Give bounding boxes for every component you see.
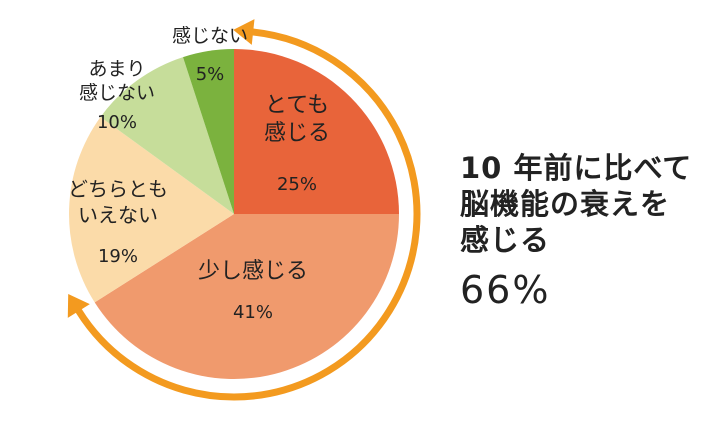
slice-value-label: 41% <box>233 302 273 323</box>
slice-label: 少し感じる <box>198 259 308 284</box>
callout-line-2: 脳機能の衰えを <box>460 187 671 221</box>
callout-value: 66% <box>460 268 551 312</box>
slice-label: 感じる <box>264 121 330 146</box>
slice-label: どちらとも <box>68 177 168 201</box>
arrow-head-top <box>233 19 255 45</box>
slice-value-label: 19% <box>98 246 138 267</box>
pie-slice <box>94 214 400 379</box>
pie-slice <box>183 49 234 214</box>
slice-value-label: 10% <box>97 112 137 133</box>
pie-slice <box>234 49 399 214</box>
pie-slice <box>100 57 234 214</box>
callout-line-1: 10 年前に比べて <box>460 151 693 185</box>
slice-label: あまり <box>88 58 145 80</box>
callout: 10 年前に比べて 脳機能の衰えを 感じる 66% <box>460 150 693 312</box>
arrow-head-bottom <box>67 294 90 318</box>
slice-value-label: 25% <box>277 174 317 195</box>
pie-slice <box>69 117 234 303</box>
slice-label: とても <box>265 93 329 118</box>
bracket-arrow <box>75 28 421 401</box>
slice-value-label: 5% <box>196 64 225 85</box>
slice-label: 感じない <box>79 82 155 104</box>
slice-label: 感じない <box>172 25 248 47</box>
slice-label: いえない <box>78 203 158 227</box>
callout-line-3: 感じる <box>460 223 551 257</box>
